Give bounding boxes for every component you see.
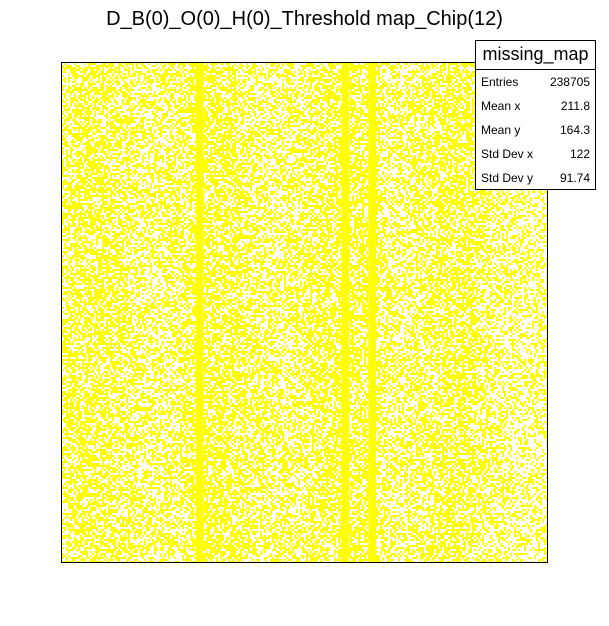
stat-row-entries: Entries 238705 <box>476 70 595 94</box>
stat-row-std-dev-y: Std Dev y 91.74 <box>476 166 595 190</box>
full-column-0 <box>195 63 204 562</box>
stat-label: Entries <box>481 75 519 89</box>
plot-area <box>61 62 548 563</box>
stat-value: 211.8 <box>560 99 590 113</box>
stat-row-mean-x: Mean x 211.8 <box>476 94 595 118</box>
stat-label: Std Dev x <box>481 147 534 161</box>
stat-value: 91.74 <box>559 171 590 185</box>
stat-label: Std Dev y <box>481 171 534 185</box>
stats-box: missing_map Entries 238705 Mean x 211.8 … <box>475 40 596 190</box>
stat-row-mean-y: Mean y 164.3 <box>476 118 595 142</box>
chart-title: D_B(0)_O(0)_H(0)_Threshold map_Chip(12) <box>106 8 503 30</box>
full-column-1 <box>341 63 349 562</box>
stat-value: 122 <box>569 147 590 161</box>
stat-label: Mean x <box>481 99 521 113</box>
heatmap-cells <box>62 63 547 562</box>
heatmap <box>62 63 547 562</box>
full-columns <box>195 63 377 562</box>
stat-label: Mean y <box>481 123 521 137</box>
stat-value: 164.3 <box>559 123 590 137</box>
stat-row-std-dev-x: Std Dev x 122 <box>476 142 595 166</box>
hit-cells <box>62 63 547 562</box>
full-column-2 <box>368 63 377 562</box>
stats-title: missing_map <box>476 41 595 70</box>
stat-value: 238705 <box>549 75 590 89</box>
